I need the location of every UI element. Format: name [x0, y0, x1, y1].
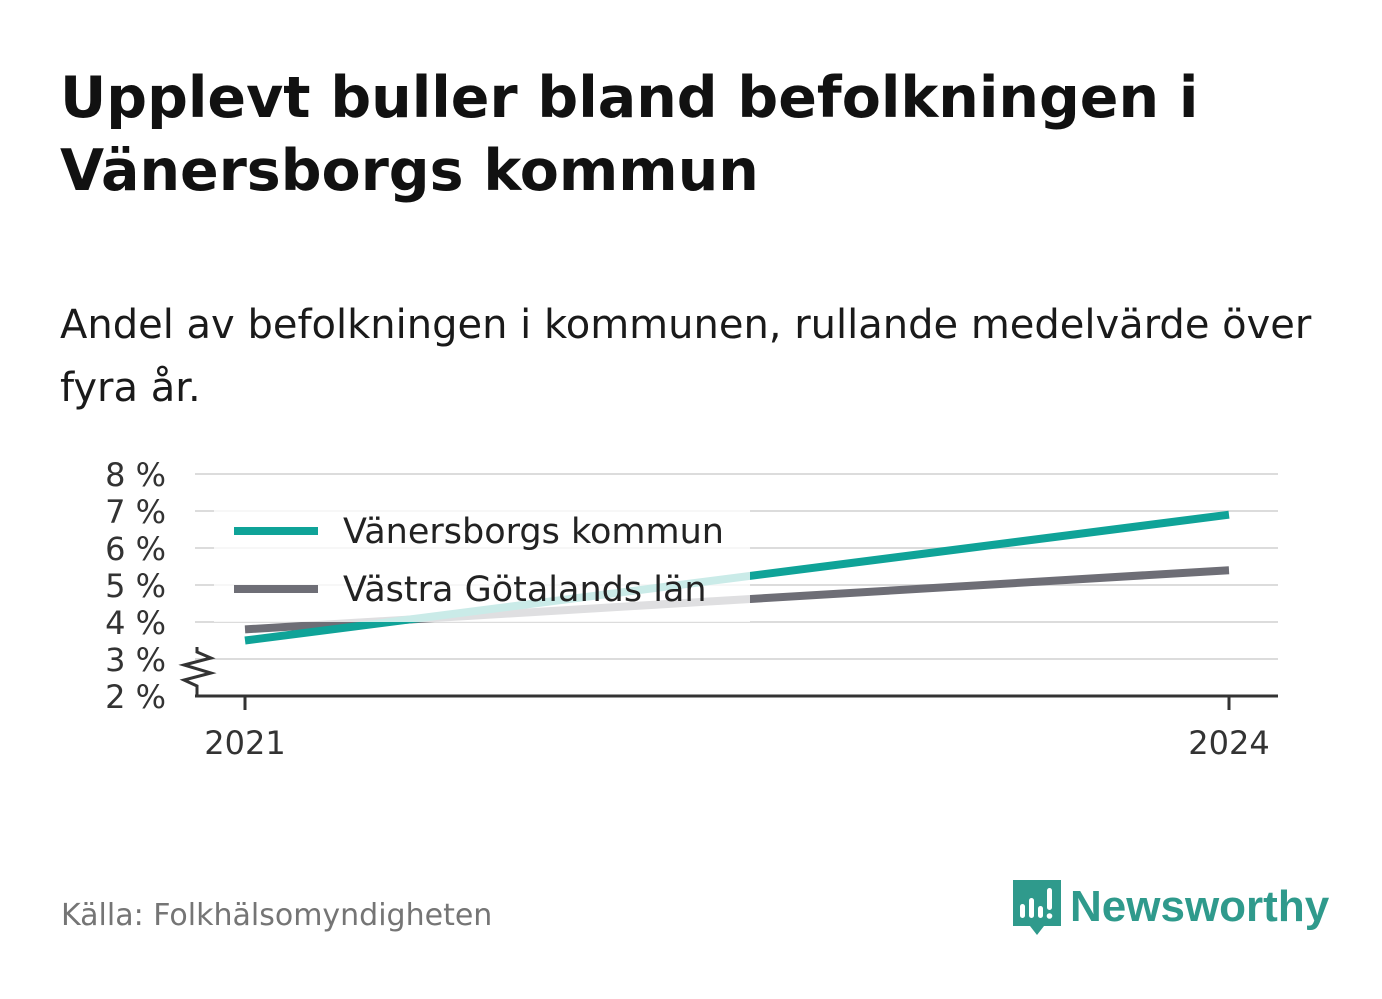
- y-tick-label: 2 %: [105, 678, 166, 716]
- legend-label: Västra Götalands län: [343, 570, 707, 610]
- x-tick-label: 2024: [1188, 724, 1269, 762]
- x-axis: [178, 647, 1278, 710]
- legend: Vänersborgs kommun Västra Götalands län: [214, 506, 750, 622]
- brand-logo: Newsworthy: [1010, 876, 1329, 938]
- y-tick-label: 4 %: [105, 604, 166, 642]
- x-tick-label: 2021: [204, 724, 285, 762]
- y-tick-label: 7 %: [105, 493, 166, 531]
- chart-title: Upplevt buller bland befolkningen i Väne…: [60, 65, 1199, 204]
- y-tick-label: 5 %: [105, 567, 166, 605]
- y-axis-break-marker: [178, 647, 217, 696]
- legend-background: [214, 506, 750, 622]
- legend-label: Vänersborgs kommun: [343, 512, 724, 552]
- x-axis-tick-labels: 2021 2024: [204, 724, 1269, 762]
- y-tick-label: 6 %: [105, 530, 166, 568]
- y-tick-label: 8 %: [105, 456, 166, 494]
- chart-subtitle: Andel av befolkningen i kommunen, rullan…: [60, 302, 1312, 411]
- source-note: Källa: Folkhälsomyndigheten: [61, 898, 493, 933]
- y-tick-label: 3 %: [105, 641, 166, 679]
- brand-name: Newsworthy: [1070, 882, 1330, 931]
- bar-chart-speech-bubble-icon: [1013, 880, 1061, 935]
- y-axis-tick-labels: 8 %7 %6 %5 %4 %3 %2 %: [105, 456, 166, 716]
